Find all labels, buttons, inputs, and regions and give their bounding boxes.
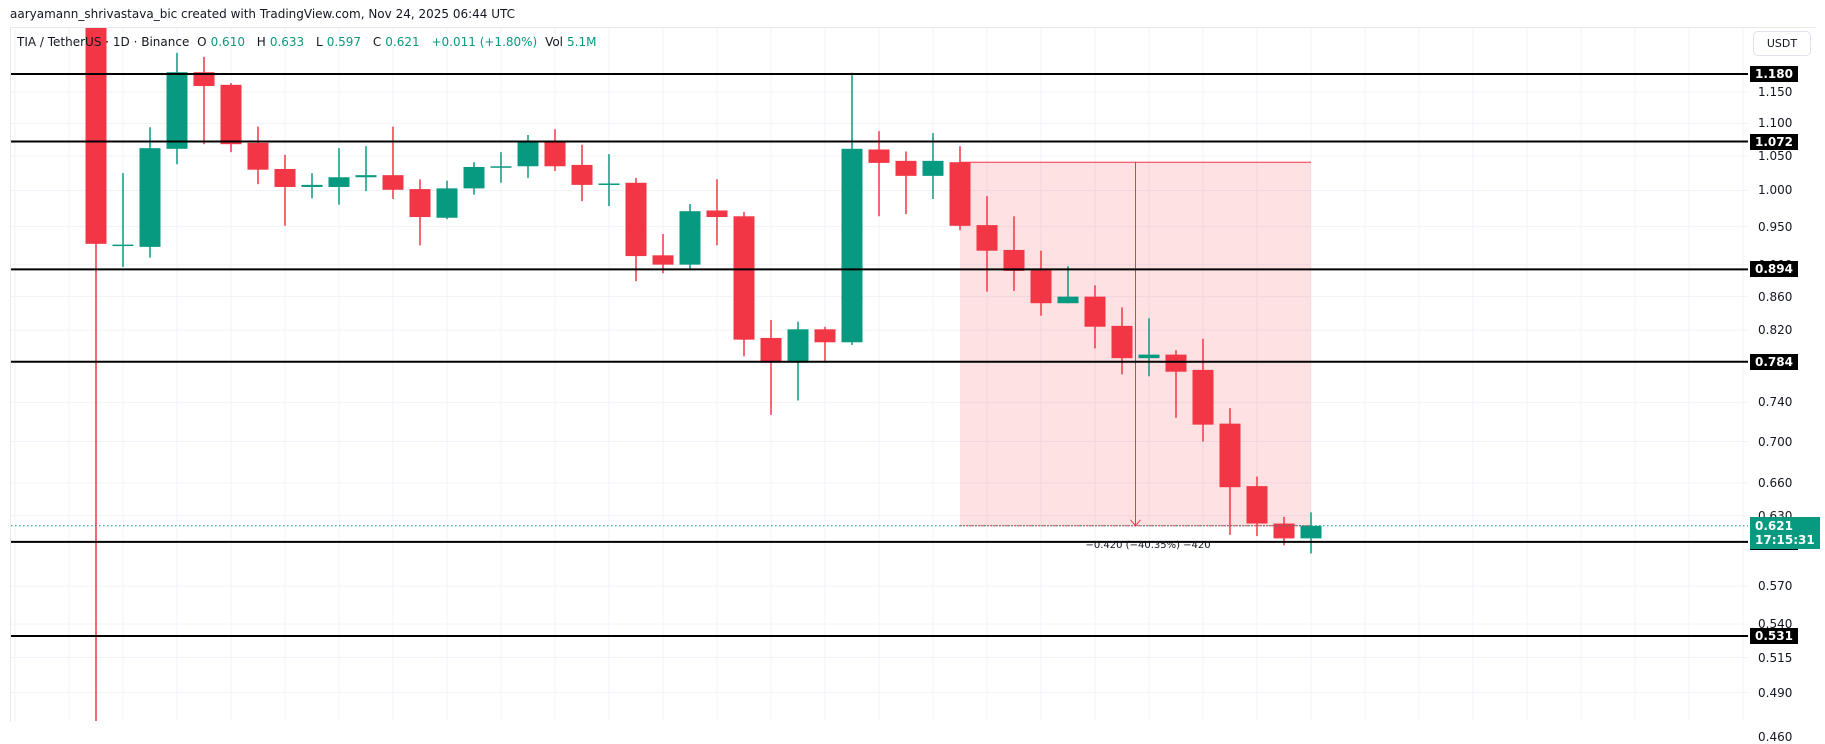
axis-tick-label: 0.950 <box>1758 219 1793 234</box>
candle-body <box>1003 249 1025 271</box>
candle-body <box>193 72 215 87</box>
level-price-tag: 1.180 <box>1750 66 1798 82</box>
candle-body <box>706 210 728 218</box>
candle-body <box>274 169 296 187</box>
chart-frame <box>10 27 1816 722</box>
candle-body <box>1192 369 1214 425</box>
ohlc-open: O 0.610 <box>197 35 245 49</box>
axis-tick-label: 1.100 <box>1758 116 1793 131</box>
axis-tick-label: 0.700 <box>1758 434 1793 449</box>
axis-tick-label: 0.860 <box>1758 289 1793 304</box>
candle-body <box>814 329 836 343</box>
axis-tick-label: 1.050 <box>1758 149 1793 164</box>
candle-body <box>544 140 566 167</box>
symbol-title[interactable]: TIA / TetherUS · 1D · Binance <box>17 35 190 49</box>
candle-body <box>1219 423 1241 488</box>
candle-body <box>328 177 350 187</box>
axis-tick-label: 1.000 <box>1758 183 1793 198</box>
ohlc-low: L 0.597 <box>316 35 362 49</box>
currency-button[interactable]: USDT <box>1753 31 1811 56</box>
last-price-tag: 0.621 17:15:31 <box>1750 516 1820 549</box>
chart-credit: aaryamann_shrivastava_bic created with T… <box>10 7 516 21</box>
candle-body <box>868 149 890 163</box>
axis-tick-label: 0.570 <box>1758 579 1793 594</box>
level-price-tag: 0.531 <box>1750 627 1798 644</box>
candle-body <box>139 148 161 247</box>
level-price-tag: 1.072 <box>1750 133 1798 150</box>
axis-tick-label: 0.515 <box>1758 650 1793 665</box>
candle-body <box>1138 354 1160 359</box>
candle-body <box>220 84 242 145</box>
ohlc-high: H 0.633 <box>256 35 305 49</box>
candle-body <box>1165 354 1187 372</box>
candle-body <box>409 189 431 218</box>
level-price-tag: 0.894 <box>1750 261 1798 278</box>
candle-body <box>1300 525 1322 539</box>
candle-body <box>85 28 107 244</box>
candle-body <box>679 211 701 265</box>
symbol-legend: TIA / TetherUS · 1D · Binance O 0.610 H 0.… <box>17 35 604 49</box>
last-price-value: 0.621 <box>1755 518 1793 533</box>
candle-body <box>1057 296 1079 304</box>
measure-label: −0.420 (−40.35%) −420 <box>1085 539 1211 551</box>
axis-tick-label: 0.740 <box>1758 395 1793 410</box>
candle-body <box>571 164 593 185</box>
candle-body <box>652 255 674 265</box>
candle-body <box>1111 325 1133 359</box>
candle-body <box>922 160 944 176</box>
candle-body <box>1246 486 1268 524</box>
candle-body <box>895 160 917 176</box>
candle-body <box>301 184 323 187</box>
candle-body <box>949 162 971 226</box>
candle-body <box>517 142 539 167</box>
countdown-timer: 17:15:31 <box>1755 532 1815 547</box>
candle-body <box>490 166 512 168</box>
candle-body <box>841 148 863 343</box>
candle-body <box>1030 270 1052 304</box>
candle-body <box>1273 523 1295 539</box>
axis-tick-label: 0.490 <box>1758 685 1793 700</box>
candle-body <box>760 337 782 363</box>
axis-tick-label: 0.540 <box>1758 617 1793 632</box>
axis-tick-label: 0.460 <box>1758 730 1793 744</box>
candle-body <box>1084 296 1106 327</box>
level-price-tag: 0.784 <box>1750 353 1798 370</box>
plot-area <box>11 28 1748 721</box>
candle-body <box>733 216 755 340</box>
candle-body <box>787 329 809 363</box>
candlestick-chart[interactable] <box>0 0 1825 721</box>
ohlc-close: C 0.621 <box>372 35 420 49</box>
volume: Vol 5.1M <box>545 35 597 49</box>
axis-tick-label: 1.150 <box>1758 85 1793 100</box>
candle-body <box>976 225 998 251</box>
candle-body <box>247 142 269 170</box>
candle-body <box>463 166 485 189</box>
candle-body <box>382 175 404 190</box>
candle-body <box>598 183 620 185</box>
axis-tick-label: 0.660 <box>1758 475 1793 490</box>
candle-body <box>112 244 134 247</box>
axis-tick-label: 0.820 <box>1758 323 1793 338</box>
candle-body <box>355 175 377 178</box>
ohlc-change: +0.011 (+1.80%) <box>431 35 538 49</box>
candle-body <box>166 72 188 149</box>
candle-body <box>436 188 458 218</box>
candle-body <box>625 182 647 257</box>
